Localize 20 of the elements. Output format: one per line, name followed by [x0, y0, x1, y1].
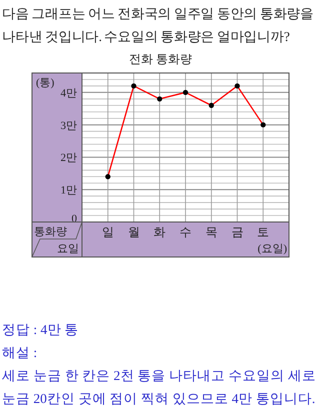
x-tick-label: 월: [128, 225, 140, 239]
text: 요일: [57, 243, 79, 255]
x-tick-label: 화: [154, 225, 166, 239]
y-tick-label: 1만: [60, 184, 77, 197]
chart-title: 전화 통화량: [129, 52, 192, 66]
x-tick-label: 목: [205, 225, 218, 239]
x-tick-label: 일: [102, 225, 114, 239]
y-tick-label: 2만: [60, 152, 77, 164]
text: 다음 그래프는 어느 전화국의 일주일 동안의 통화량을 나타낸 것입니다. 수요일의 통화량은 얼마입니까?: [2, 5, 314, 46]
text: 통화량: [34, 226, 67, 238]
text: 세로 눈금 한 칸은 2천 통을 나타내고 수요일의 세로 눈금 20칸인 곳에 점이 찍혀 있으므로 4만 통입니다.: [2, 367, 317, 408]
y-tick-label: 4만: [60, 87, 77, 100]
x-axis-title: (요일): [258, 243, 288, 255]
text: 해설 :: [2, 344, 38, 362]
x-tick-label: 토: [257, 225, 270, 239]
text: 정답 : 4만 통: [2, 321, 80, 339]
x-tick-label: 금: [231, 225, 244, 239]
y-tick-label: 3만: [60, 120, 77, 132]
x-tick-label: 수: [180, 225, 192, 239]
y-axis-title: (통): [36, 77, 55, 89]
